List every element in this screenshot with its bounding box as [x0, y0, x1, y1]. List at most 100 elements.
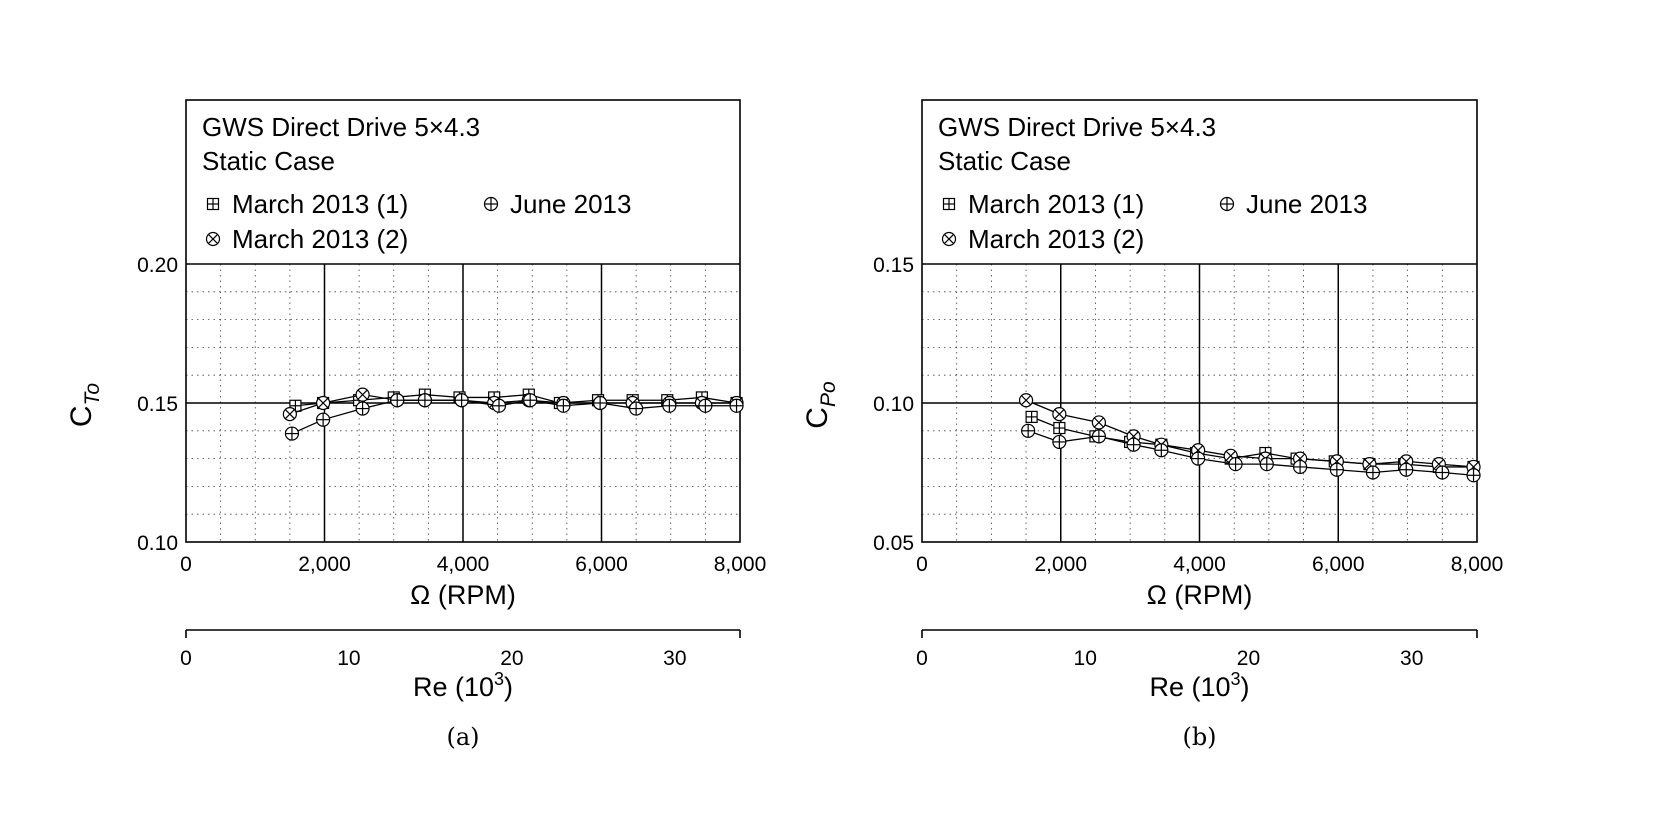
y-axis-label-main: C — [65, 405, 98, 427]
oplus-legend-marker-icon — [1219, 196, 1235, 212]
data-point — [417, 393, 433, 408]
data-point — [629, 401, 644, 416]
series-oplus — [284, 393, 744, 441]
secondary-x-tick-label: 20 — [1237, 647, 1260, 670]
secondary-axis-label-main: Re (10 — [1149, 672, 1230, 702]
data-point — [491, 398, 507, 413]
otimes-legend-marker-icon — [205, 231, 221, 247]
x-tick-label: 6,000 — [575, 553, 628, 576]
secondary-axis-label-sup: 3 — [1231, 669, 1241, 689]
legend-item: June 2013 — [483, 189, 631, 219]
secondary-axis-label: Re (103) — [413, 669, 513, 702]
series-oplus — [1021, 423, 1481, 483]
data-point — [316, 395, 331, 411]
secondary-x-tick-label: 30 — [1400, 647, 1423, 670]
legend: March 2013 (1) March 2013 (2) June 2013 — [205, 189, 631, 254]
data-point — [1191, 451, 1206, 466]
data-point — [1091, 429, 1107, 444]
y-axis-label-sub: Po — [817, 381, 840, 407]
data-point — [523, 393, 538, 408]
data-point — [1126, 437, 1141, 452]
legend-item: March 2013 (2) — [205, 224, 408, 254]
x-tick-label: 4,000 — [437, 553, 490, 576]
data-point — [1025, 410, 1038, 423]
chart-panel-b: GWS Direct Drive 5×4.3 Static Case March 2… — [801, 99, 1504, 702]
secondary-axis-label-sup: 3 — [494, 669, 504, 689]
secondary-x-tick-label: 20 — [500, 647, 523, 670]
data-point — [1053, 421, 1066, 435]
data-point — [355, 387, 370, 402]
x-tick-label: 8,000 — [1451, 553, 1504, 576]
data-point — [1052, 434, 1067, 450]
legend-item: March 2013 (1) — [942, 189, 1144, 219]
secondary-axis: 0 10 20 30 Re (103) — [916, 629, 1478, 702]
data-point — [282, 407, 297, 422]
legend-item: March 2013 (2) — [941, 224, 1144, 254]
y-tick-label: 0.20 — [137, 254, 178, 277]
chart-subtitle: Static Case — [202, 146, 335, 176]
data-point — [1091, 415, 1107, 430]
panel-caption: (b) — [1182, 723, 1216, 751]
boxplus-legend-marker-icon — [206, 197, 220, 211]
data-point — [355, 401, 370, 416]
data-point — [593, 395, 608, 411]
legend: March 2013 (1) March 2013 (2) June 2013 — [941, 189, 1367, 254]
data-point — [698, 398, 713, 413]
secondary-axis-label-main: Re (10 — [413, 672, 494, 702]
secondary-axis-label-end: ) — [1241, 672, 1250, 702]
plot-frame — [185, 99, 741, 543]
legend-label: March 2013 (1) — [968, 189, 1144, 219]
x-tick-label: 6,000 — [1312, 553, 1365, 576]
legend-label: June 2013 — [1246, 189, 1367, 219]
data-point — [729, 398, 744, 413]
data-point — [1228, 457, 1243, 472]
y-tick-label: 0.10 — [137, 532, 178, 555]
x-tick-label: 2,000 — [1034, 553, 1087, 576]
chart-title: GWS Direct Drive 5×4.3 — [938, 112, 1216, 142]
data-point — [1329, 462, 1344, 477]
panel-caption: (a) — [446, 723, 479, 751]
x-axis-label: Ω (RPM) — [410, 580, 516, 610]
data-point — [1018, 393, 1034, 408]
data-point — [1021, 423, 1036, 438]
data-point — [1365, 465, 1381, 480]
chart-title: GWS Direct Drive 5×4.3 — [202, 112, 480, 142]
x-tick-label: 2,000 — [298, 553, 351, 576]
data-point — [1292, 459, 1308, 475]
data-point — [390, 393, 405, 408]
otimes-legend-marker-icon — [941, 231, 957, 247]
y-tick-label: 0.15 — [137, 393, 178, 416]
chart-subtitle: Static Case — [938, 146, 1071, 176]
y-tick-label: 0.10 — [873, 393, 914, 416]
series-otimes — [1018, 393, 1481, 475]
data-point — [1052, 407, 1067, 422]
data-point — [556, 398, 571, 413]
plot-frame — [921, 99, 1478, 543]
x-axis-label: Ω (RPM) — [1147, 580, 1253, 610]
major-grid — [922, 264, 1477, 542]
secondary-axis-label: Re (103) — [1149, 669, 1249, 702]
data-point — [662, 398, 677, 413]
data-point — [1399, 462, 1414, 477]
data-point — [1259, 457, 1274, 472]
data-point — [1154, 443, 1169, 458]
data-point — [454, 393, 469, 408]
secondary-x-tick-label: 10 — [1074, 647, 1097, 670]
y-axis-label-sub: To — [81, 383, 104, 406]
secondary-x-tick-label: 30 — [663, 647, 686, 670]
secondary-axis: 0 10 20 30 Re (103) — [180, 629, 741, 702]
data-point — [1466, 468, 1481, 483]
x-tick-label: 8,000 — [714, 553, 767, 576]
x-tick-label: 0 — [180, 553, 192, 576]
legend-label: June 2013 — [510, 189, 631, 219]
data-point — [1435, 465, 1450, 480]
minor-grid — [922, 264, 1477, 542]
secondary-axis-label-end: ) — [504, 672, 513, 702]
boxplus-legend-marker-icon — [942, 197, 956, 211]
chart-panel-a: GWS Direct Drive 5×4.3 Static Case March 2… — [65, 99, 767, 702]
y-tick-label: 0.15 — [873, 254, 914, 277]
data-point — [316, 412, 331, 427]
legend-item: March 2013 (1) — [206, 189, 408, 219]
data-point — [284, 426, 300, 441]
